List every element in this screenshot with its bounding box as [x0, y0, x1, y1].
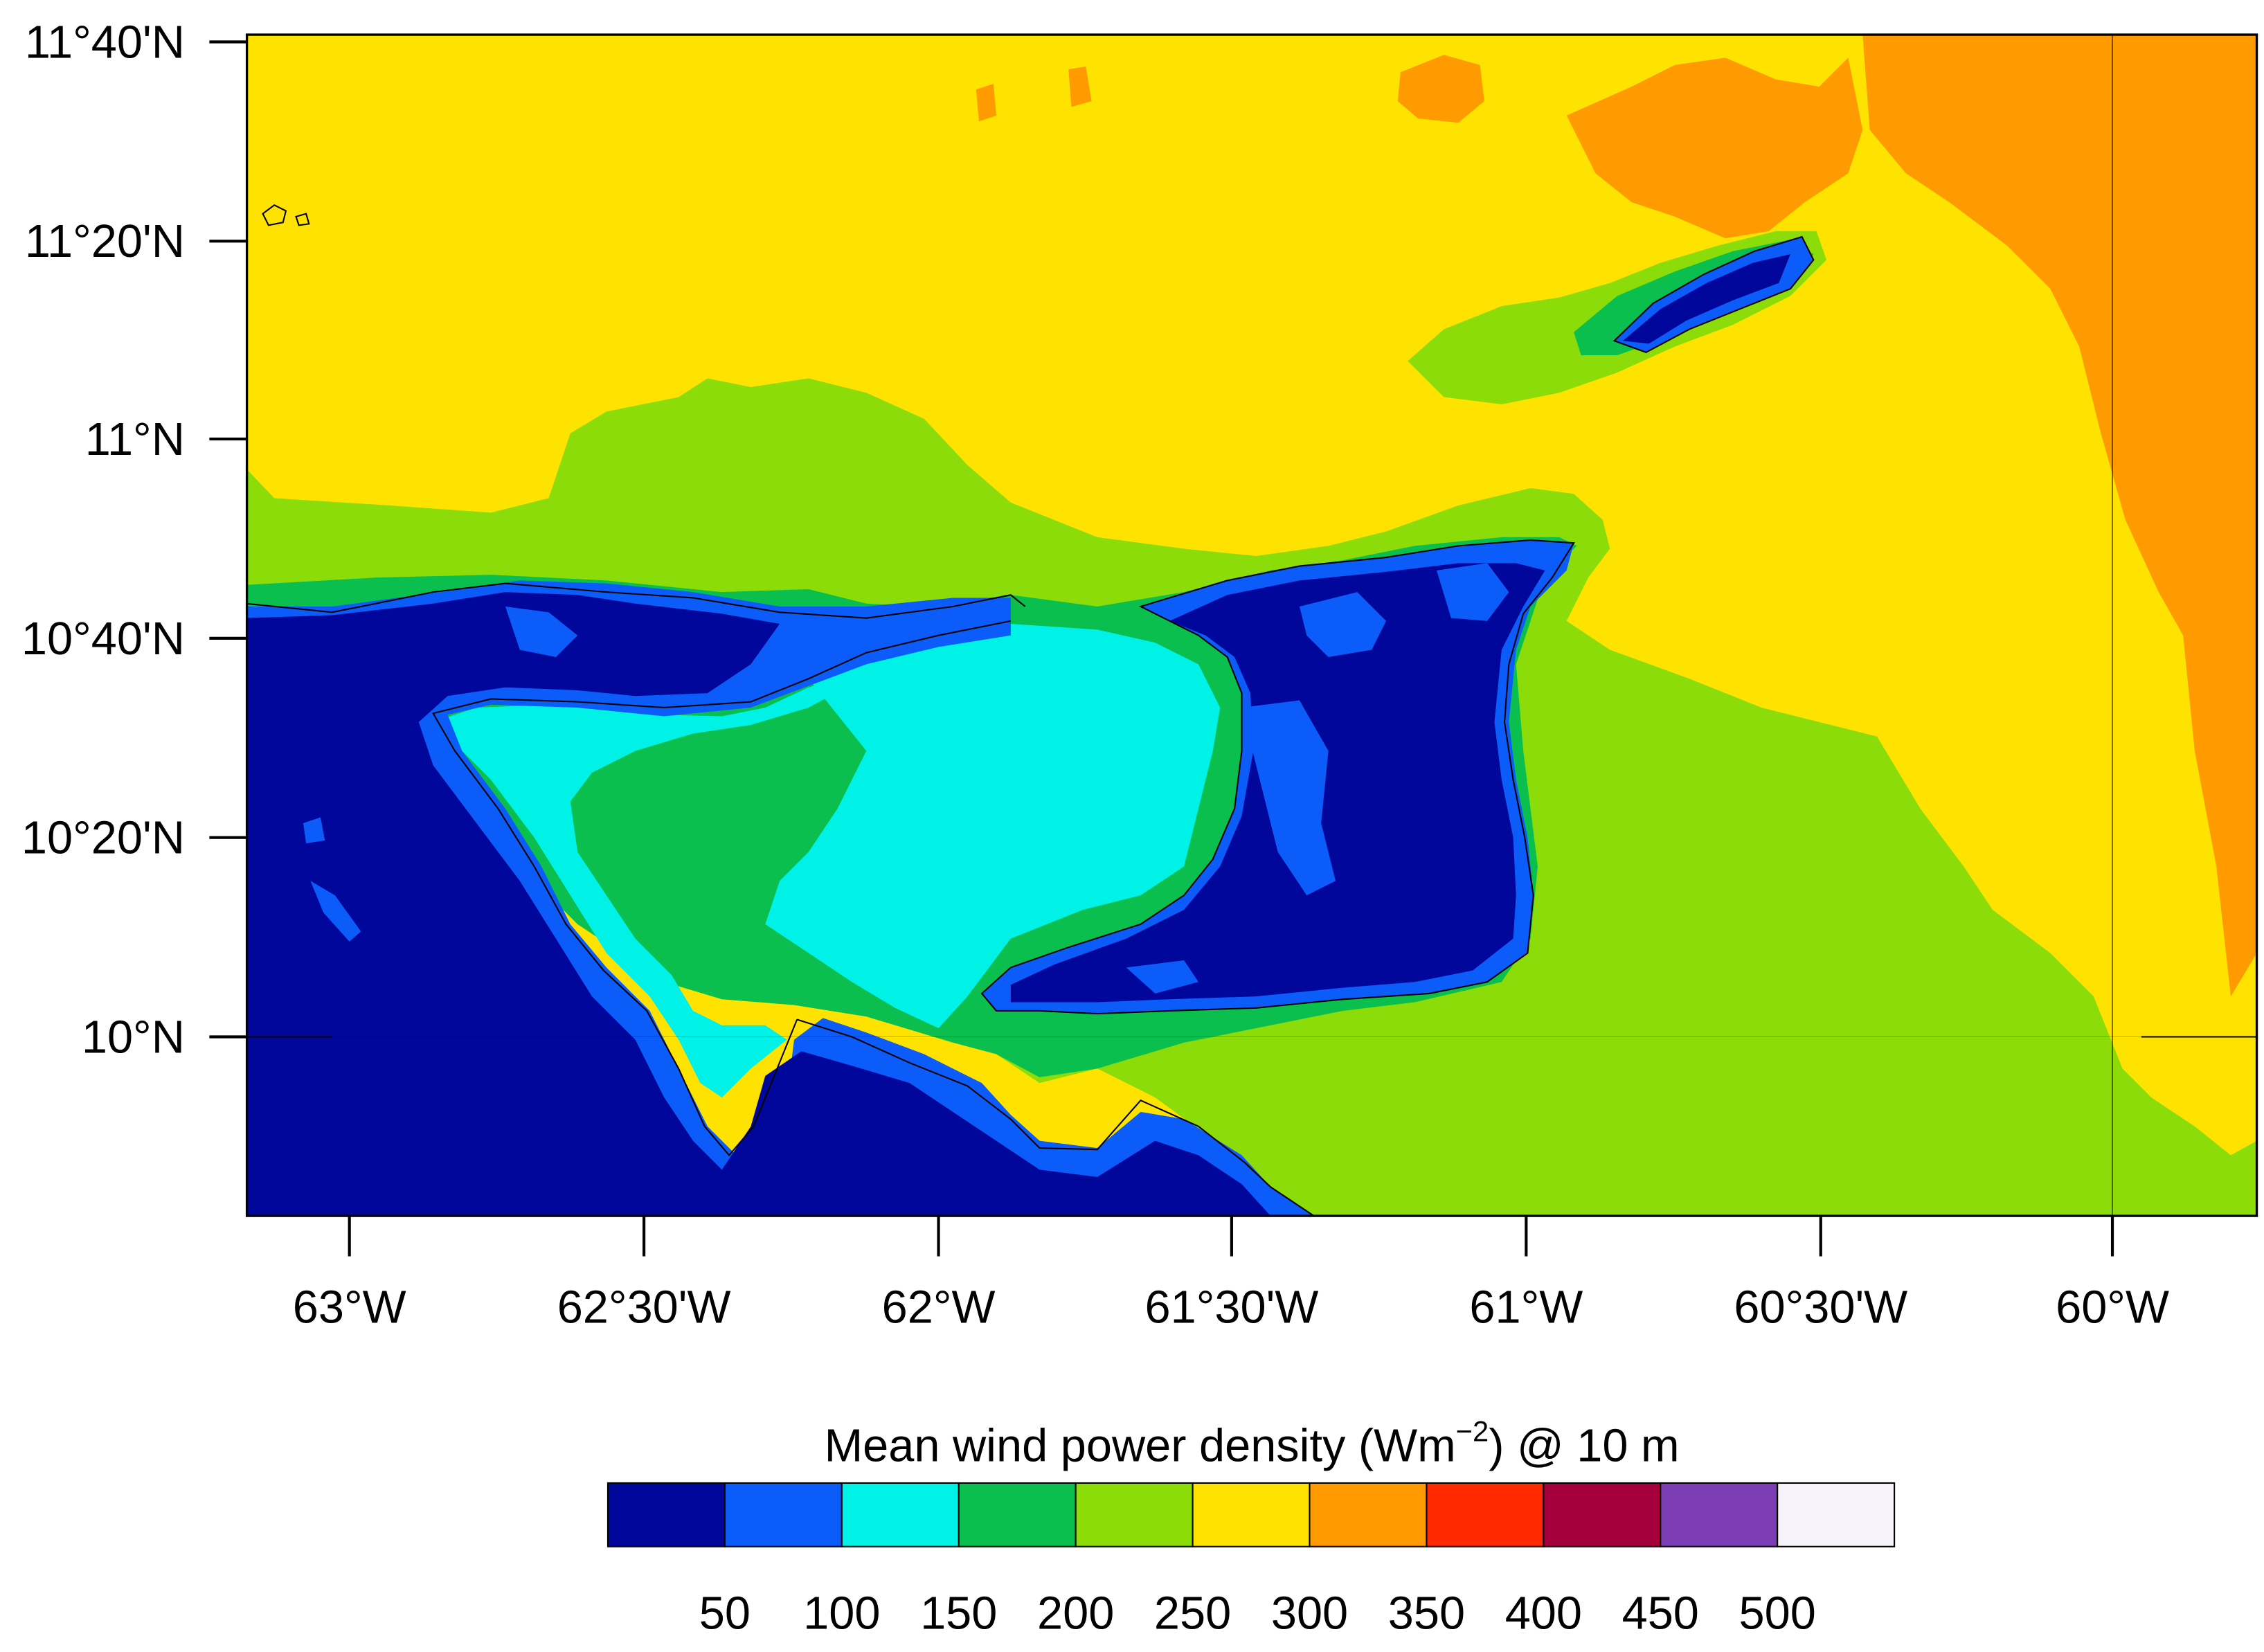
trinidad-blue-spot-4: [1126, 960, 1198, 994]
x-tick-label-7: 60°W: [2056, 1282, 2169, 1333]
colorbar-swatch-7: [1309, 1482, 1428, 1547]
x-tick-label-3: 62°W: [882, 1282, 996, 1333]
colorbar-label-3: 150: [920, 1588, 997, 1640]
colorbar-label-7: 350: [1388, 1588, 1465, 1640]
cyan-west: [433, 652, 924, 1098]
colorbar-swatch-3: [841, 1482, 960, 1547]
plot-frame: [245, 33, 2258, 1217]
colorbar-swatch-10: [1660, 1482, 1779, 1547]
orange-patch-small: [1397, 55, 1484, 123]
legend: Mean wind power density (Wm−2) @ 10 m 50…: [607, 1415, 1896, 1640]
colorbar-label-6: 300: [1271, 1588, 1348, 1640]
x-tick-label-4: 61°30'W: [1144, 1282, 1318, 1333]
colorbar-swatch-4: [958, 1482, 1077, 1547]
legend-title-tail: ) @ 10 m: [1489, 1421, 1679, 1472]
venezuela-inner-blue-2: [310, 881, 361, 942]
legend-title-sup: −2: [1456, 1415, 1489, 1447]
colorbar-label-9: 450: [1622, 1588, 1699, 1640]
map-plot-area: [245, 33, 2258, 1217]
colorbar-swatch-5: [1075, 1482, 1194, 1547]
colorbar-labels: 50 100 150 200 250 300 350 400 450 500: [699, 1588, 1816, 1640]
y-tick-label-5: 10°20'N: [21, 813, 185, 864]
x-tick-label-2: 62°30'W: [557, 1282, 731, 1333]
venezuela-dark: [246, 592, 1271, 1216]
legend-title-main: Mean wind power density (Wm: [825, 1421, 1456, 1472]
y-tick-label-3: 11°N: [85, 414, 185, 465]
x-tick-label-6: 60°30'W: [1734, 1282, 1907, 1333]
venezuela-inner-blue-1: [303, 817, 325, 844]
y-tick-label-2: 11°20'N: [25, 216, 185, 267]
colorbar-swatch-6: [1192, 1482, 1311, 1547]
y-axis: 11°40'N 11°20'N 11°N 10°40'N 10°20'N 10°…: [21, 17, 247, 1063]
trinidad-blue-spot-1: [1241, 700, 1336, 896]
y-tick-label-4: 10°40'N: [21, 613, 185, 665]
colorbar-swatch-8: [1426, 1482, 1545, 1547]
orange-speck-2: [1068, 66, 1092, 107]
colorbar-label-2: 100: [803, 1588, 880, 1640]
colorbar-label-4: 200: [1037, 1588, 1114, 1640]
trinidad-blue-spot-2: [1299, 592, 1387, 657]
y-tick-label-1: 11°40'N: [25, 17, 185, 68]
orange-speck-1: [976, 83, 996, 122]
x-axis: 63°W 62°30'W 62°W 61°30'W 61°W 60°30'W 6…: [293, 1216, 2169, 1333]
colorbar-swatch-9: [1543, 1482, 1662, 1547]
colorbar-swatch-1: [607, 1482, 726, 1547]
colorbar-label-1: 50: [699, 1588, 751, 1640]
colorbar-swatch-11: [1777, 1482, 1896, 1547]
coastlines: [246, 204, 1815, 1216]
colorbar: [607, 1482, 1896, 1547]
coastline-trinidad: [980, 539, 1575, 1015]
colorbar-label-5: 250: [1154, 1588, 1231, 1640]
cyan-gulf-center: [765, 624, 1221, 1028]
orange-patch-north: [1566, 57, 1863, 239]
colorbar-label-10: 500: [1739, 1588, 1816, 1640]
orange-high-band-east: [1862, 35, 2257, 997]
y-tick-label-6: 10°N: [82, 1012, 185, 1063]
venezuela-inner-blue-3: [505, 606, 578, 657]
x-tick-label-5: 61°W: [1469, 1282, 1583, 1333]
coastline-tobago: [1612, 235, 1815, 354]
coastline-venezuela: [246, 582, 1315, 1216]
colorbar-label-8: 400: [1505, 1588, 1582, 1640]
colorbar-swatch-2: [724, 1482, 843, 1547]
coastline-islet-nw: [262, 204, 310, 226]
trinidad-blue-spot-3: [1437, 563, 1509, 621]
tobago-dark: [1623, 254, 1790, 344]
legend-title: Mean wind power density (Wm−2) @ 10 m: [825, 1415, 1680, 1471]
x-tick-label-1: 63°W: [293, 1282, 406, 1333]
